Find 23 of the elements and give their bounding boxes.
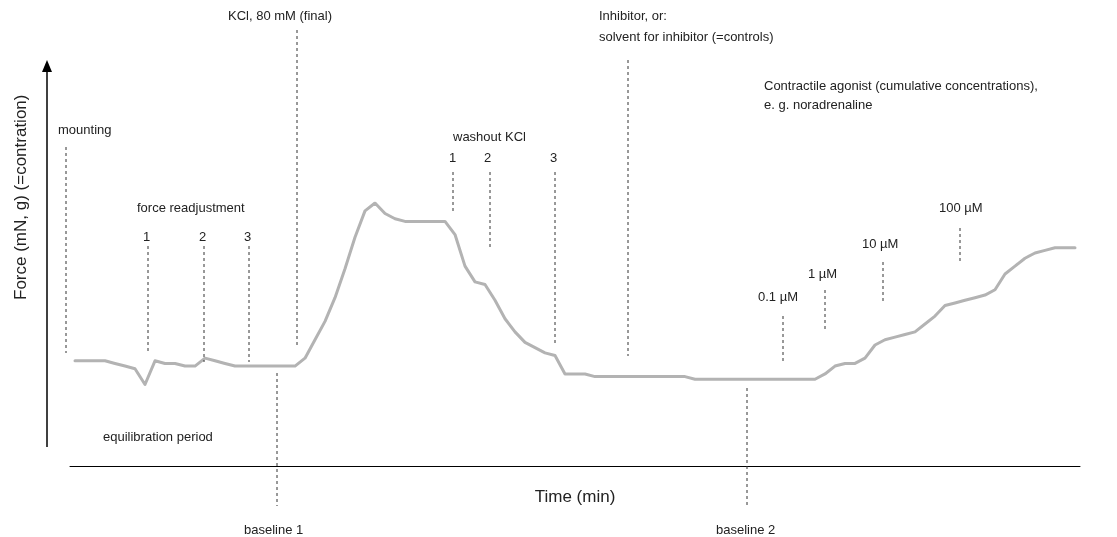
annotation: 0.1 µM bbox=[758, 289, 799, 304]
annotation: 10 µM bbox=[862, 236, 899, 251]
text: 3 bbox=[550, 150, 558, 165]
text: solvent for inhibitor (=controls) bbox=[599, 29, 774, 44]
annotation: force readjustment bbox=[137, 200, 246, 215]
text: 2 bbox=[484, 150, 492, 165]
text: baseline 2 bbox=[716, 522, 776, 537]
text: KCl, 80 mM (final) bbox=[228, 8, 333, 23]
y-axis-title: Force (mN, g) (=contration) bbox=[11, 94, 30, 300]
text: baseline 1 bbox=[244, 522, 304, 537]
annotation: 100 µM bbox=[939, 200, 983, 215]
annotation: equilibration period bbox=[103, 429, 213, 444]
annotation: 1 bbox=[143, 229, 151, 244]
x-axis-title: Time (min) bbox=[534, 487, 616, 506]
text: mounting bbox=[58, 122, 112, 137]
text: Contractile agonist (cumulative concentrations), bbox=[764, 78, 1038, 93]
text: Inhibitor, or: bbox=[599, 8, 667, 23]
text: e. g. noradrenaline bbox=[764, 97, 873, 112]
annotation: 1 µM bbox=[808, 266, 838, 281]
annotation: 3 bbox=[244, 229, 252, 244]
text: 1 bbox=[449, 150, 457, 165]
text: washout KCl bbox=[452, 129, 527, 144]
annotation: 2 bbox=[199, 229, 207, 244]
